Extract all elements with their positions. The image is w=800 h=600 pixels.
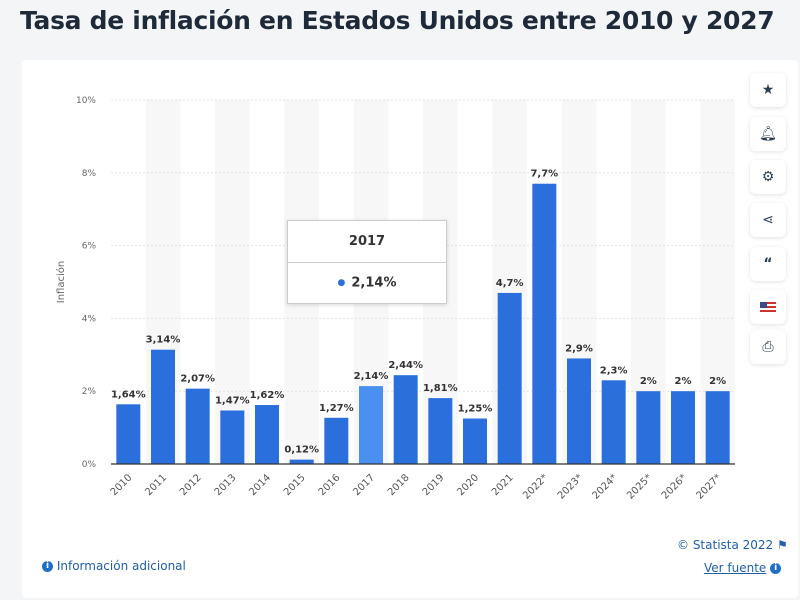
x-tick-label: 2021 [490,472,516,498]
y-tick-label: 4% [82,314,97,324]
x-tick-label: 2017 [351,472,377,498]
us-flag-icon[interactable] [750,290,786,324]
page-title: Tasa de inflación en Estados Unidos entr… [20,6,775,35]
bar[interactable] [636,391,661,464]
bar[interactable] [393,375,418,464]
bar[interactable] [601,380,626,464]
data-label: 1,27% [319,403,354,414]
x-tick-label: 2013 [213,472,239,498]
column-stripe [215,100,250,464]
x-tick-label: 2023* [556,472,585,501]
gear-icon[interactable]: ⚙ [750,160,786,194]
bar[interactable] [289,459,314,464]
share-icon[interactable]: ⋖ [750,203,786,237]
x-tick-label: 2016 [317,472,343,498]
data-label: 1,25% [458,404,493,415]
data-label: 1,62% [250,390,285,401]
y-tick-label: 2% [82,387,97,397]
data-label: 2,07% [180,374,215,385]
x-tick-label: 2026* [660,472,689,501]
data-label: 7,7% [530,169,558,180]
x-tick-label: 2014 [247,472,273,498]
data-label: 2,14% [354,371,389,382]
series-dot-icon: ● [337,278,346,288]
bar[interactable] [567,358,591,464]
x-tick-label: 2015 [282,472,308,498]
data-label: 4,7% [496,278,524,289]
data-label: 1,64% [111,389,146,400]
bar[interactable] [220,410,245,464]
data-label: 1,81% [423,383,458,394]
bar[interactable] [324,417,349,464]
x-tick-label: 2019 [421,472,447,498]
bar[interactable] [116,404,141,464]
x-tick-label: 2025* [625,472,654,501]
tooltip: 2017 ● 2,14% [287,220,447,304]
x-tick-label: 2022* [521,472,550,501]
data-label: 2% [640,376,657,387]
star-icon[interactable]: ★ [750,73,786,107]
info-icon: i [42,561,53,572]
bar[interactable] [463,418,487,465]
y-tick-label: 6% [82,242,97,252]
info-icon: i [770,563,782,574]
data-label: 2% [675,376,692,387]
x-tick-label: 2018 [386,472,412,498]
y-tick-label: 0% [82,460,97,470]
bar[interactable] [532,183,557,464]
quote-icon[interactable]: “ [750,247,786,281]
data-label: 2,9% [565,343,593,354]
y-axis-label: Inflación [55,261,67,303]
data-label: 2,44% [388,360,423,371]
source-link[interactable]: Ver fuente i [704,561,782,575]
flag-icon: ⚑ [777,538,788,552]
print-icon[interactable]: ⎙ [750,330,786,364]
tooltip-title: 2017 [288,221,446,263]
bar[interactable] [151,349,175,464]
y-tick-label: 8% [82,169,97,179]
bar[interactable] [705,391,730,464]
y-tick-label: 10% [76,96,96,106]
x-tick-label: 2020 [455,472,481,498]
data-label: 2% [709,376,726,387]
x-tick-label: 2012 [178,472,204,498]
tooltip-value: 2,14% [351,275,397,291]
bar[interactable] [185,388,210,464]
additional-info-link[interactable]: i Información adicional [42,559,186,573]
bar[interactable] [255,405,279,464]
data-label: 3,14% [146,335,181,346]
x-tick-label: 2027* [694,472,723,501]
x-tick-label: 2011 [143,472,169,498]
x-tick-label: 2024* [590,472,619,501]
bell-icon[interactable]: 🔔︎ [750,117,786,151]
bar[interactable] [428,398,453,464]
bar[interactable] [671,391,695,464]
data-label: 1,47% [215,395,250,406]
bar[interactable] [359,386,383,464]
data-label: 2,3% [600,365,628,376]
bar[interactable] [497,292,522,464]
data-label: 0,12% [284,445,319,456]
copyright[interactable]: © Statista 2022 ⚑ [677,538,788,552]
x-tick-label: 2010 [109,472,135,498]
